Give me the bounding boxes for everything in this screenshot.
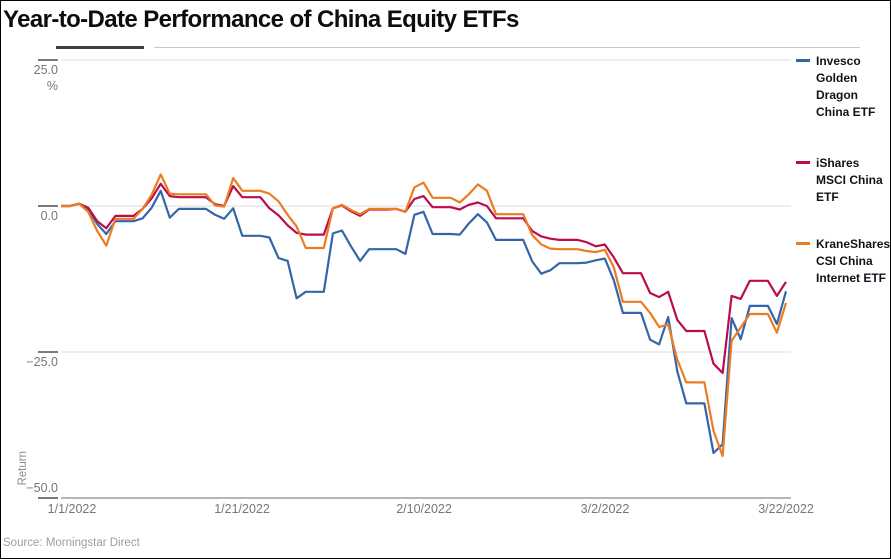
ishares-series-swatch: [796, 161, 810, 164]
kraneshares-series-swatch: [796, 242, 810, 245]
x-tick-label-mar2: 3/2/2022: [580, 502, 630, 516]
y-unit-label: %: [46, 79, 58, 93]
title-rule-accent: [56, 46, 144, 49]
chart-title: Year-to-Date Performance of China Equity…: [3, 6, 519, 33]
y-tick-label-n50: −50.0: [26, 481, 58, 495]
legend-item-ishares: iShares MSCI China ETF: [796, 155, 890, 206]
x-tick-label-feb10: 2/10/2022: [396, 502, 452, 516]
invesco-series-swatch: [796, 59, 810, 62]
series-line-ishares: [61, 182, 787, 375]
legend-label-ishares: iShares MSCI China ETF: [816, 156, 883, 204]
y-tick-label-0: 0.0: [40, 209, 58, 223]
series-line-invesco: [61, 189, 788, 455]
y-tick-label-n25: −25.0: [26, 355, 58, 369]
legend-label-invesco: Invesco Golden Dragon China ETF: [816, 54, 876, 119]
title-rule: [154, 47, 860, 48]
x-tick-label-jan21: 1/21/2022: [214, 502, 270, 516]
series-line-kraneshares: [61, 173, 788, 458]
y-axis-title: Return: [17, 451, 29, 486]
legend-item-kraneshares: KraneShares CSI China Internet ETF: [796, 236, 890, 287]
x-tick-label-jan1: 1/1/2022: [47, 502, 97, 516]
legend-label-kraneshares: KraneShares CSI China Internet ETF: [816, 237, 891, 285]
legend-item-invesco: Invesco Golden Dragon China ETF: [796, 53, 890, 121]
source-credit: Source: Morningstar Direct: [3, 537, 140, 549]
y-tick-label-25: 25.0: [33, 63, 58, 77]
x-tick-label-mar22: 3/22/2022: [758, 502, 814, 516]
